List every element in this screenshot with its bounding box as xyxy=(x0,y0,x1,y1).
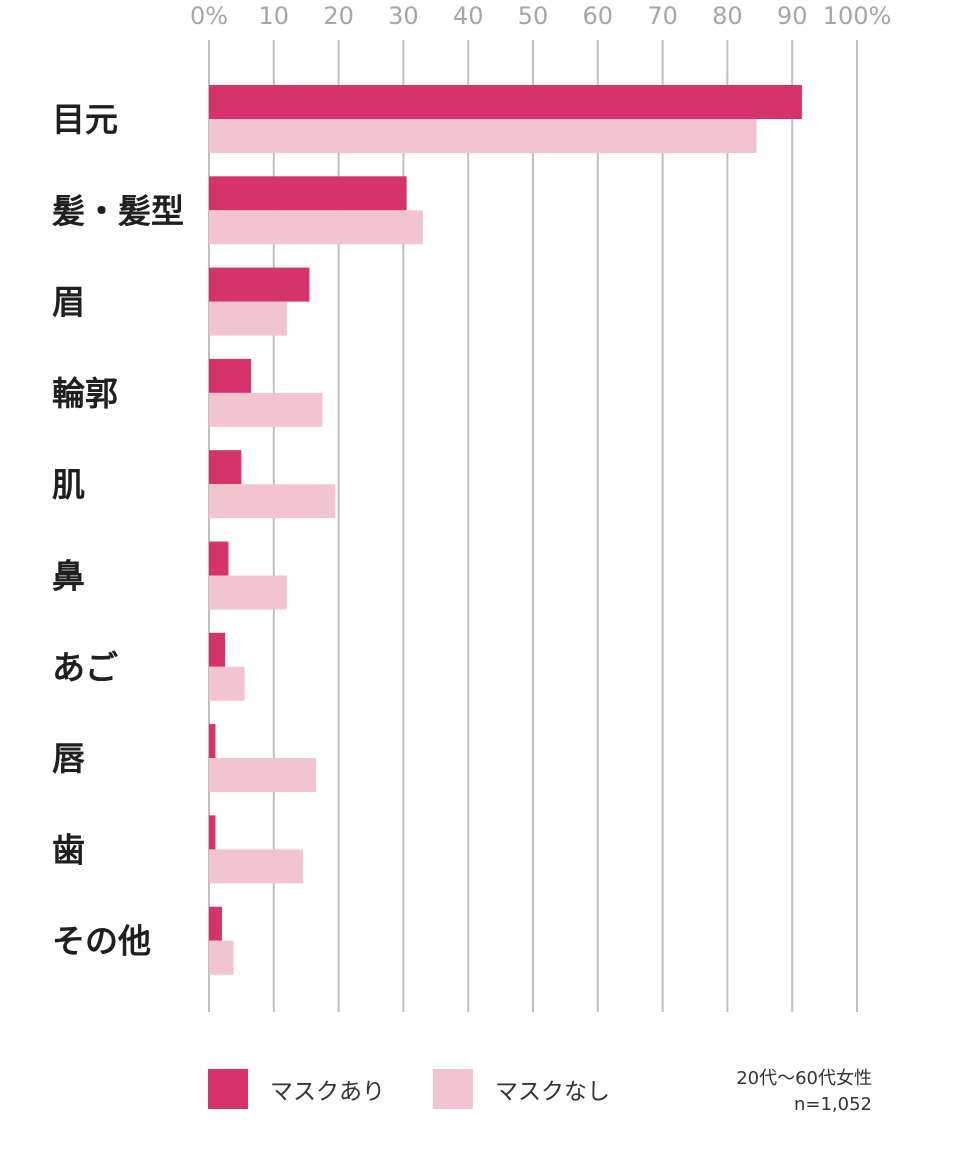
sample-note: 20代〜60代女性 n=1,052 xyxy=(736,1066,872,1118)
bar-masked xyxy=(209,450,242,485)
bar-masked xyxy=(209,906,222,941)
category-label: あご xyxy=(52,648,118,687)
x-tick-label: 30 xyxy=(388,2,419,30)
x-tick-label: 0% xyxy=(190,2,228,30)
category-label: 眉 xyxy=(52,283,85,322)
bar-unmasked xyxy=(209,484,336,519)
x-tick-label: 50 xyxy=(518,2,549,30)
bar-masked xyxy=(209,541,229,576)
bar-unmasked xyxy=(209,666,245,701)
x-tick-label: 80 xyxy=(712,2,743,30)
legend-swatch-masked xyxy=(208,1069,248,1109)
x-tick-label: 60 xyxy=(583,2,614,30)
bar-unmasked xyxy=(209,575,287,610)
bar-unmasked xyxy=(209,849,303,884)
sample-demographic: 20代〜60代女性 xyxy=(736,1068,872,1089)
bar-masked xyxy=(209,267,310,302)
bar-unmasked xyxy=(209,392,323,427)
x-tick-label: 20 xyxy=(323,2,354,30)
category-label: その他 xyxy=(52,922,151,961)
x-tick-label: 10 xyxy=(259,2,290,30)
bar-masked xyxy=(209,632,226,667)
bar-masked xyxy=(209,724,216,759)
bar-unmasked xyxy=(209,940,234,975)
bar-unmasked xyxy=(209,758,316,793)
category-label: 髪・髪型 xyxy=(52,191,184,230)
legend: マスクあり マスクなし xyxy=(208,1068,658,1110)
bar-unmasked xyxy=(209,301,287,336)
legend-label-masked: マスクあり xyxy=(270,1079,385,1105)
category-label: 輪郭 xyxy=(52,374,118,413)
category-label: 目元 xyxy=(52,100,118,139)
legend-item-unmasked: マスクなし xyxy=(433,1069,610,1109)
bar-masked xyxy=(209,176,407,211)
x-tick-label: 40 xyxy=(453,2,484,30)
legend-item-masked: マスクあり xyxy=(208,1069,385,1109)
bar-unmasked xyxy=(209,119,757,153)
category-label: 唇 xyxy=(52,739,85,778)
bar-unmasked xyxy=(209,210,423,245)
sample-size: n=1,052 xyxy=(793,1094,872,1115)
bar-masked xyxy=(209,358,252,393)
category-label: 歯 xyxy=(52,830,85,869)
x-tick-label: 70 xyxy=(647,2,678,30)
x-tick-label: 100% xyxy=(823,2,892,30)
legend-swatch-unmasked xyxy=(433,1069,473,1109)
bar-masked xyxy=(209,815,216,850)
category-label: 鼻 xyxy=(52,557,85,596)
legend-label-unmasked: マスクなし xyxy=(495,1079,610,1105)
bar-masked xyxy=(209,85,802,119)
category-label: 肌 xyxy=(52,465,85,504)
x-tick-label: 90 xyxy=(777,2,808,30)
